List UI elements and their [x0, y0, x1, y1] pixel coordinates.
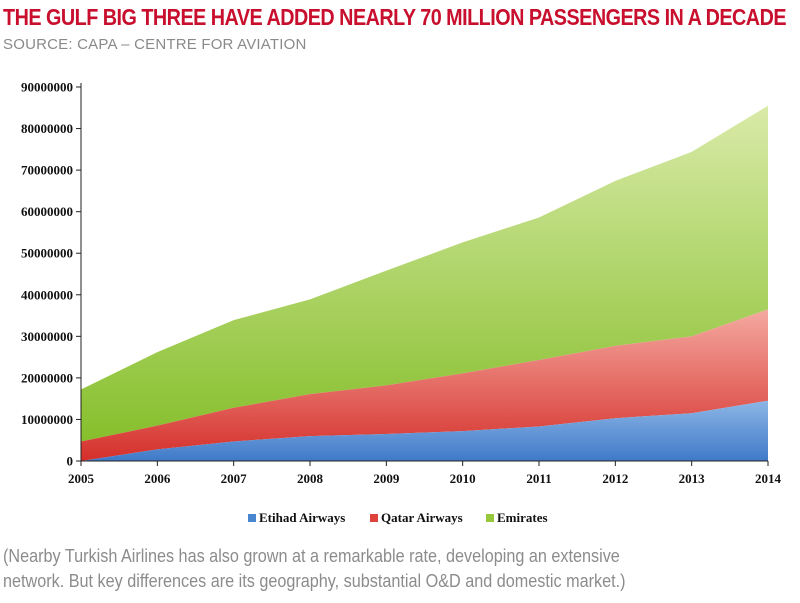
x-tick-label: 2011 [526, 471, 551, 486]
area-etihad-airways [81, 400, 768, 461]
caption: (Nearby Turkish Airlines has also grown … [3, 544, 719, 594]
y-tick-label: 80000000 [21, 121, 73, 136]
y-tick-label: 40000000 [21, 287, 73, 302]
x-tick-label: 2006 [144, 471, 171, 486]
y-tick-label: 20000000 [21, 370, 73, 385]
y-tick-label: 0 [67, 454, 74, 469]
chart-source: SOURCE: CAPA – CENTRE FOR AVIATION [3, 36, 307, 53]
x-tick-label: 2005 [68, 471, 95, 486]
x-tick-label: 2008 [297, 471, 324, 486]
legend-label-qatar-airways: Qatar Airways [381, 510, 463, 525]
x-tick-label: 2009 [373, 471, 400, 486]
y-tick-label: 70000000 [21, 163, 73, 178]
x-tick-label: 2012 [602, 471, 628, 486]
caption-line-2: network. But key differences are its geo… [3, 571, 626, 591]
legend-swatch-etihad-airways [248, 514, 256, 522]
legend-swatch-emirates [486, 514, 494, 522]
x-tick-label: 2007 [221, 471, 248, 486]
area-emirates [81, 105, 768, 442]
legend-swatch-qatar-airways [370, 514, 378, 522]
chart-title: THE GULF BIG THREE HAVE ADDED NEARLY 70 … [3, 4, 787, 30]
x-tick-label: 2013 [679, 471, 706, 486]
legend-label-emirates: Emirates [497, 510, 548, 525]
caption-line-1: (Nearby Turkish Airlines has also grown … [3, 546, 620, 566]
y-tick-label: 10000000 [21, 412, 73, 427]
area-qatar-airways [81, 309, 768, 461]
y-tick-label: 60000000 [21, 204, 73, 219]
y-tick-label: 30000000 [21, 329, 73, 344]
stacked-area-chart: 0 10000000 20000000 30000000 40000000 5000000… [21, 80, 782, 526]
x-tick-label: 2010 [450, 471, 476, 486]
y-tick-label: 90000000 [21, 80, 73, 95]
legend-label-etihad-airways: Etihad Airways [259, 510, 345, 525]
x-tick-label: 2014 [755, 471, 782, 486]
y-tick-label: 50000000 [21, 246, 73, 261]
